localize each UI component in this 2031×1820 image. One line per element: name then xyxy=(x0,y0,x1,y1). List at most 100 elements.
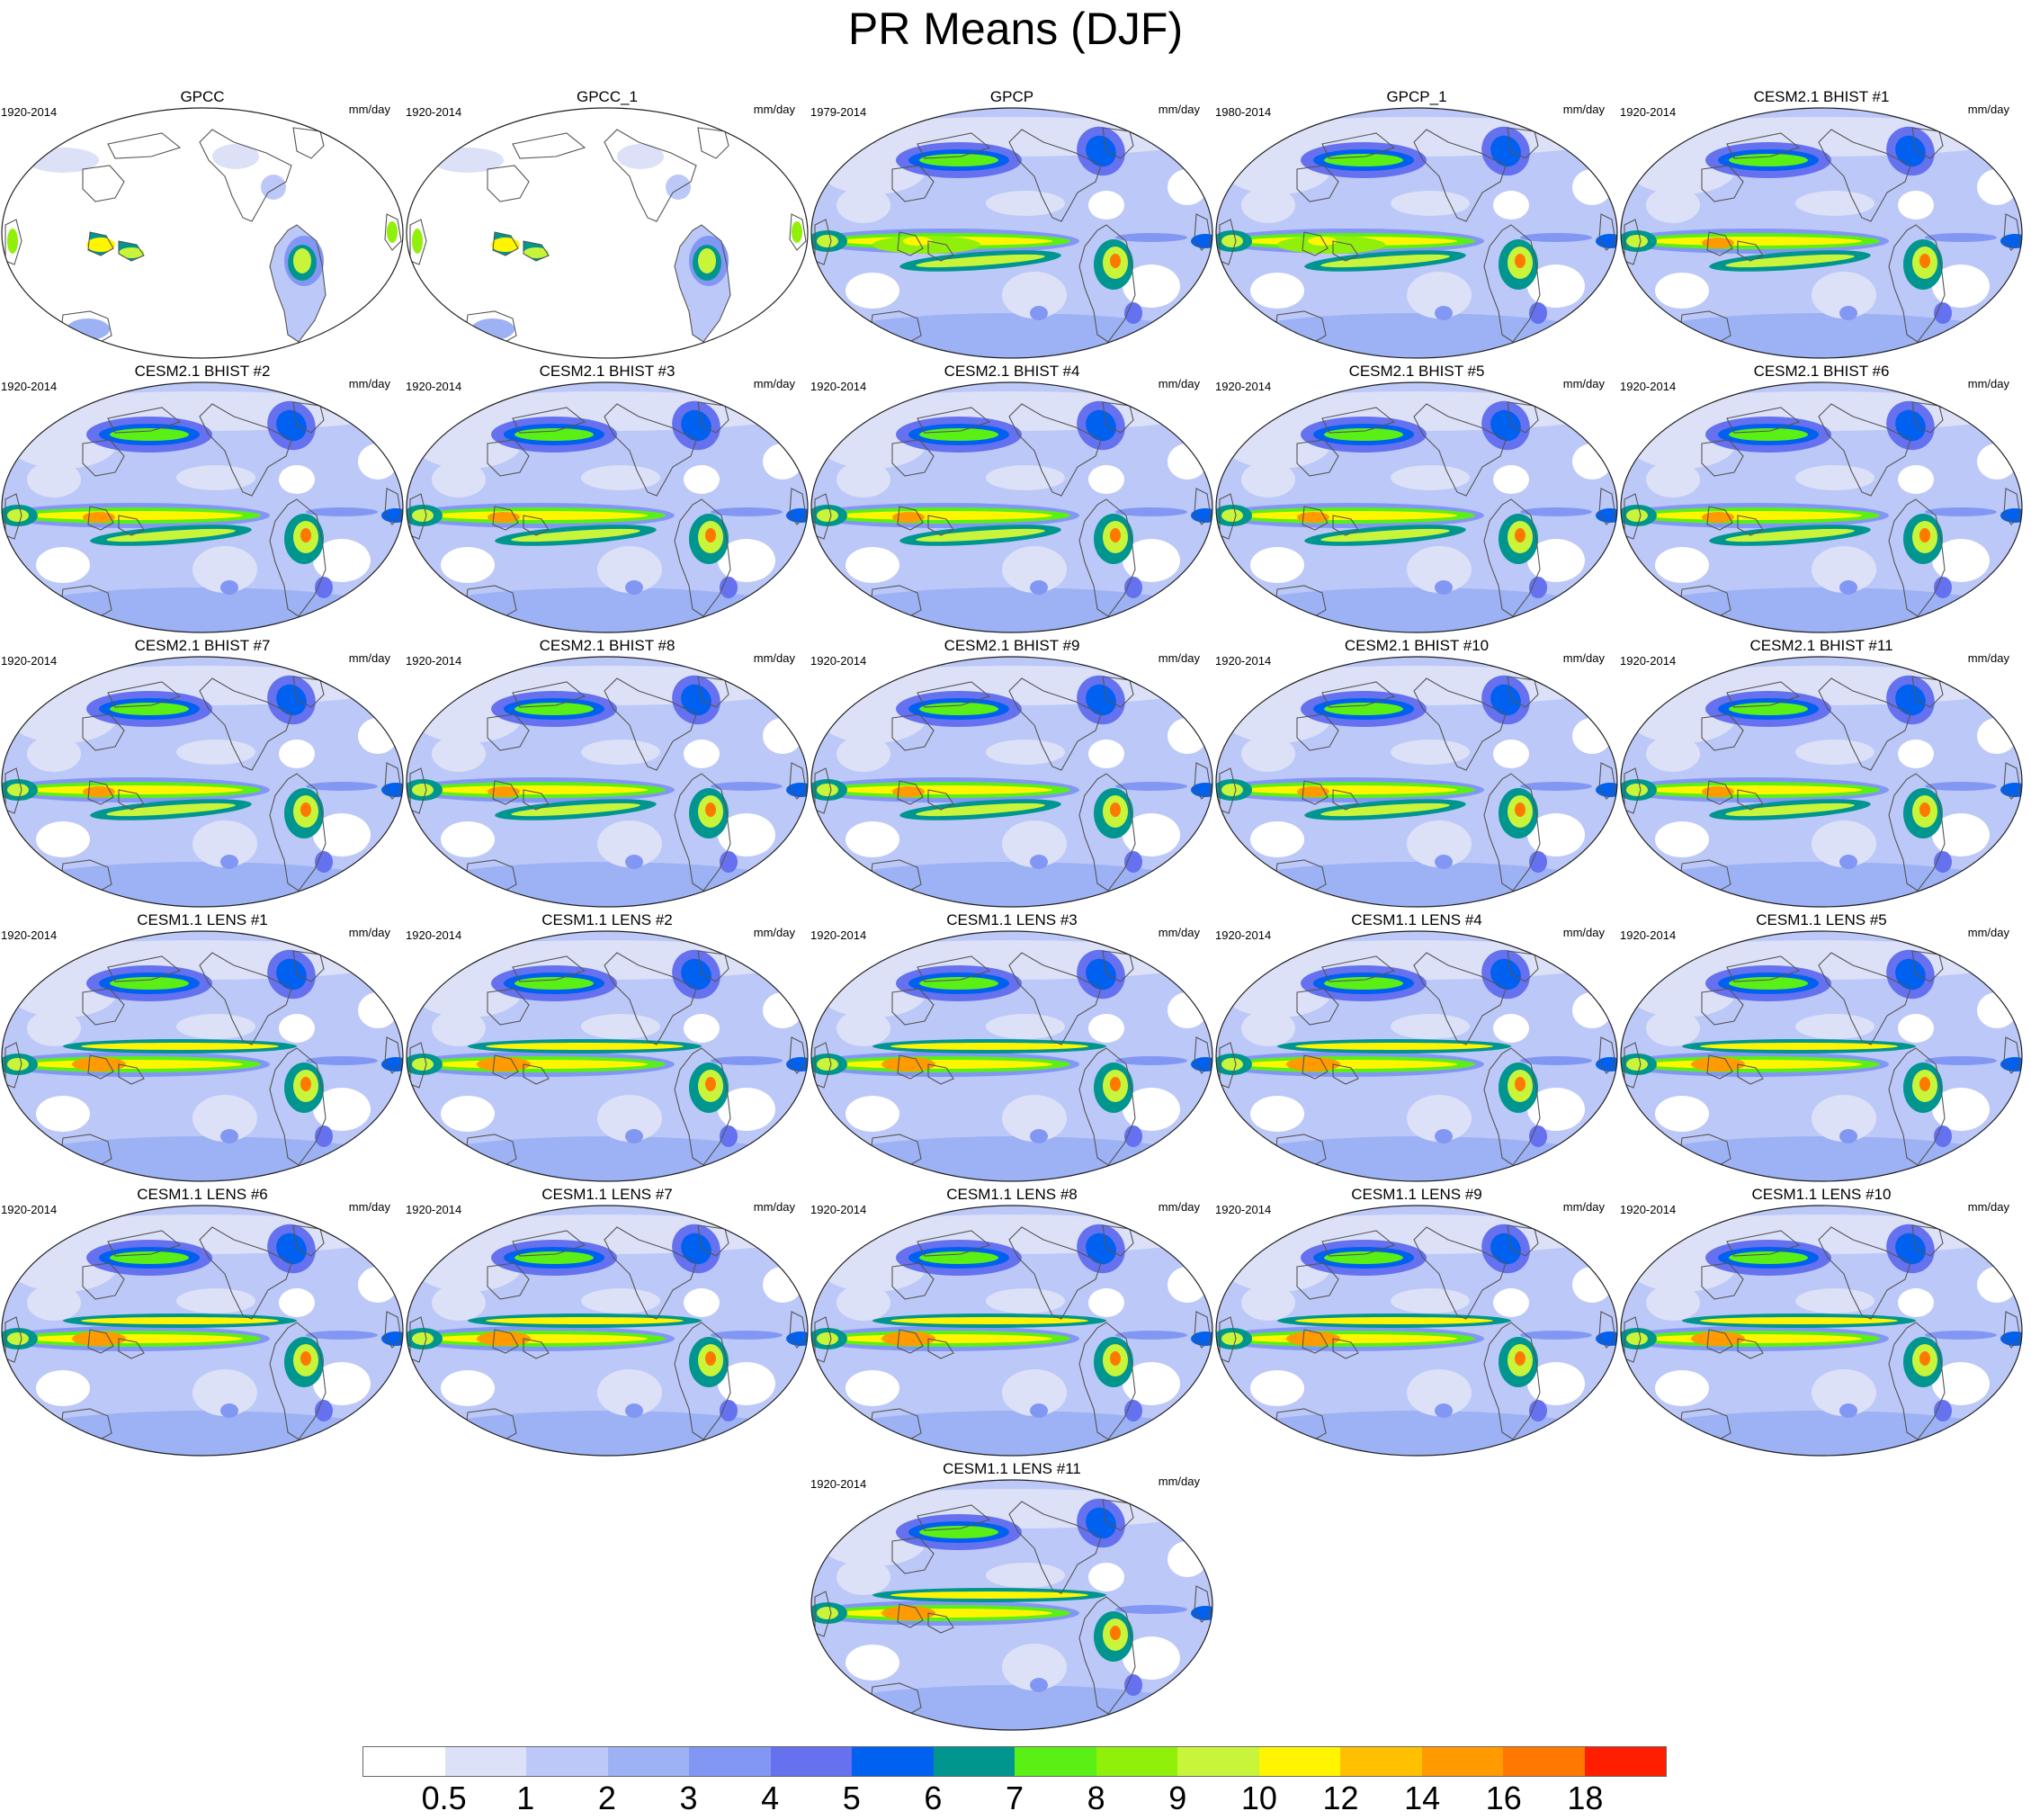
colorbar-tick-label: 9 xyxy=(1168,1780,1187,1816)
precip-map xyxy=(1,1205,404,1457)
precip-map xyxy=(406,656,809,908)
panel-years: 1920-2014 xyxy=(1215,1203,1272,1216)
panel-years: 1920-2014 xyxy=(406,380,462,393)
map-panel: CESM1.1 LENS #6 1920-2014 mm/day xyxy=(0,1186,405,1457)
panel-units: mm/day xyxy=(348,651,390,665)
precip-map xyxy=(810,656,1213,908)
panel-units: mm/day xyxy=(348,926,390,939)
panel-title: CESM2.1 BHIST #1 xyxy=(1753,88,1890,105)
panel-units: mm/day xyxy=(1562,1200,1605,1214)
panel-title: CESM1.1 LENS #11 xyxy=(943,1460,1081,1477)
colorbar-swatch xyxy=(363,1747,445,1776)
map-panel: CESM2.1 BHIST #8 1920-2014 mm/day xyxy=(405,637,810,909)
panel-units: mm/day xyxy=(1562,103,1605,116)
colorbar-tick-label: 12 xyxy=(1322,1780,1359,1816)
panel-units: mm/day xyxy=(348,377,390,390)
colorbar-tick-label: 4 xyxy=(761,1780,780,1816)
precip-map xyxy=(1,381,404,633)
precip-map xyxy=(1215,930,1618,1182)
panel-units: mm/day xyxy=(1158,1200,1200,1214)
precip-map xyxy=(1,930,404,1182)
panel-units: mm/day xyxy=(1967,651,2009,665)
precip-map xyxy=(810,1479,1213,1731)
panel-units: mm/day xyxy=(348,1200,390,1214)
colorbar-swatch xyxy=(1096,1747,1177,1776)
panel-years: 1920-2014 xyxy=(1,928,58,942)
colorbar-tick-label: 10 xyxy=(1240,1780,1277,1816)
precip-map xyxy=(810,1205,1213,1457)
precip-map xyxy=(1620,930,2023,1182)
panel-title: CESM1.1 LENS #10 xyxy=(1751,1186,1892,1203)
map-panel: CESM1.1 LENS #11 1920-2014 mm/day xyxy=(810,1460,1214,1732)
panel-years: 1920-2014 xyxy=(1620,380,1677,393)
precip-map xyxy=(1620,656,2023,908)
map-panel: CESM1.1 LENS #1 1920-2014 mm/day xyxy=(0,911,405,1183)
panel-years: 1920-2014 xyxy=(1620,1203,1677,1216)
panel-title: CESM2.1 BHIST #9 xyxy=(944,637,1080,654)
precip-map xyxy=(1620,381,2023,633)
colorbar-tick-label: 18 xyxy=(1567,1780,1604,1816)
panel-title: CESM1.1 LENS #8 xyxy=(946,1186,1078,1203)
panel-title: GPCP_1 xyxy=(1386,88,1447,105)
panel-title: CESM1.1 LENS #6 xyxy=(137,1186,268,1203)
panel-units: mm/day xyxy=(753,926,795,939)
panel-years: 1920-2014 xyxy=(810,380,867,393)
panel-title: CESM1.1 LENS #4 xyxy=(1351,911,1482,928)
colorbar-swatch xyxy=(933,1747,1015,1776)
panel-years: 1920-2014 xyxy=(406,105,462,119)
colorbar-swatch xyxy=(770,1747,852,1776)
colorbar-tick-label: 8 xyxy=(1087,1780,1105,1816)
precip-map xyxy=(810,107,1213,359)
panel-units: mm/day xyxy=(1562,926,1605,939)
panel-units: mm/day xyxy=(1158,926,1200,939)
colorbar-labels: 0.5 1 2 3 4 5 6 7 8 9 10 12 14 16 18 xyxy=(362,1780,1667,1819)
colorbar-swatch xyxy=(1503,1747,1585,1776)
panel-units: mm/day xyxy=(1158,377,1200,390)
colorbar-tick-label: 5 xyxy=(842,1780,861,1816)
panel-units: mm/day xyxy=(753,103,795,116)
precip-map xyxy=(406,381,809,633)
map-panel: CESM1.1 LENS #9 1920-2014 mm/day xyxy=(1214,1186,1619,1457)
map-panel: CESM2.1 BHIST #10 1920-2014 mm/day xyxy=(1214,637,1619,909)
map-panel: CESM1.1 LENS #7 1920-2014 mm/day xyxy=(405,1186,810,1457)
panel-years: 1920-2014 xyxy=(1215,654,1272,668)
panel-title: GPCP xyxy=(989,88,1034,105)
panel-years: 1920-2014 xyxy=(406,654,462,668)
colorbar-swatch xyxy=(852,1747,934,1776)
colorbar-swatch xyxy=(1340,1747,1422,1776)
colorbar-swatch xyxy=(1258,1747,1340,1776)
map-panel: CESM2.1 BHIST #4 1920-2014 mm/day xyxy=(810,363,1214,634)
panel-title: CESM2.1 BHIST #7 xyxy=(134,637,271,654)
colorbar-swatch xyxy=(1421,1747,1503,1776)
map-panel: CESM2.1 BHIST #11 1920-2014 mm/day xyxy=(1619,637,2024,909)
colorbar xyxy=(362,1746,1667,1777)
map-panel: CESM1.1 LENS #4 1920-2014 mm/day xyxy=(1214,911,1619,1183)
precip-map xyxy=(1215,656,1618,908)
colorbar-tick-label: 3 xyxy=(679,1780,698,1816)
panel-years: 1980-2014 xyxy=(1215,105,1272,119)
panel-title: CESM2.1 BHIST #8 xyxy=(539,637,676,654)
panel-years: 1920-2014 xyxy=(810,1203,867,1216)
precip-map xyxy=(1620,1205,2023,1457)
colorbar-tick-label: 1 xyxy=(516,1780,535,1816)
map-panel: GPCC 1920-2014 mm/day xyxy=(0,88,405,360)
figure-title: PR Means (DJF) xyxy=(847,4,1184,54)
panel-title: GPCC_1 xyxy=(576,88,639,105)
map-panel: CESM2.1 BHIST #3 1920-2014 mm/day xyxy=(405,363,810,634)
panel-years: 1920-2014 xyxy=(1620,654,1677,668)
panel-units: mm/day xyxy=(1967,926,2009,939)
panel-years: 1920-2014 xyxy=(1,380,58,393)
colorbar-tick-label: 2 xyxy=(597,1780,616,1816)
map-panel: CESM1.1 LENS #10 1920-2014 mm/day xyxy=(1619,1186,2024,1457)
panel-units: mm/day xyxy=(1967,103,2009,116)
panel-title: CESM1.1 LENS #5 xyxy=(1756,911,1887,928)
colorbar-swatch xyxy=(1584,1747,1666,1776)
precip-map xyxy=(406,930,809,1182)
panel-title: GPCC xyxy=(180,88,225,105)
panel-units: mm/day xyxy=(1158,103,1200,116)
map-panel: CESM2.1 BHIST #2 1920-2014 mm/day xyxy=(0,363,405,634)
colorbar-swatch xyxy=(526,1747,608,1776)
panel-years: 1920-2014 xyxy=(1620,928,1677,942)
panel-units: mm/day xyxy=(753,1200,795,1214)
panel-units: mm/day xyxy=(1158,651,1200,665)
